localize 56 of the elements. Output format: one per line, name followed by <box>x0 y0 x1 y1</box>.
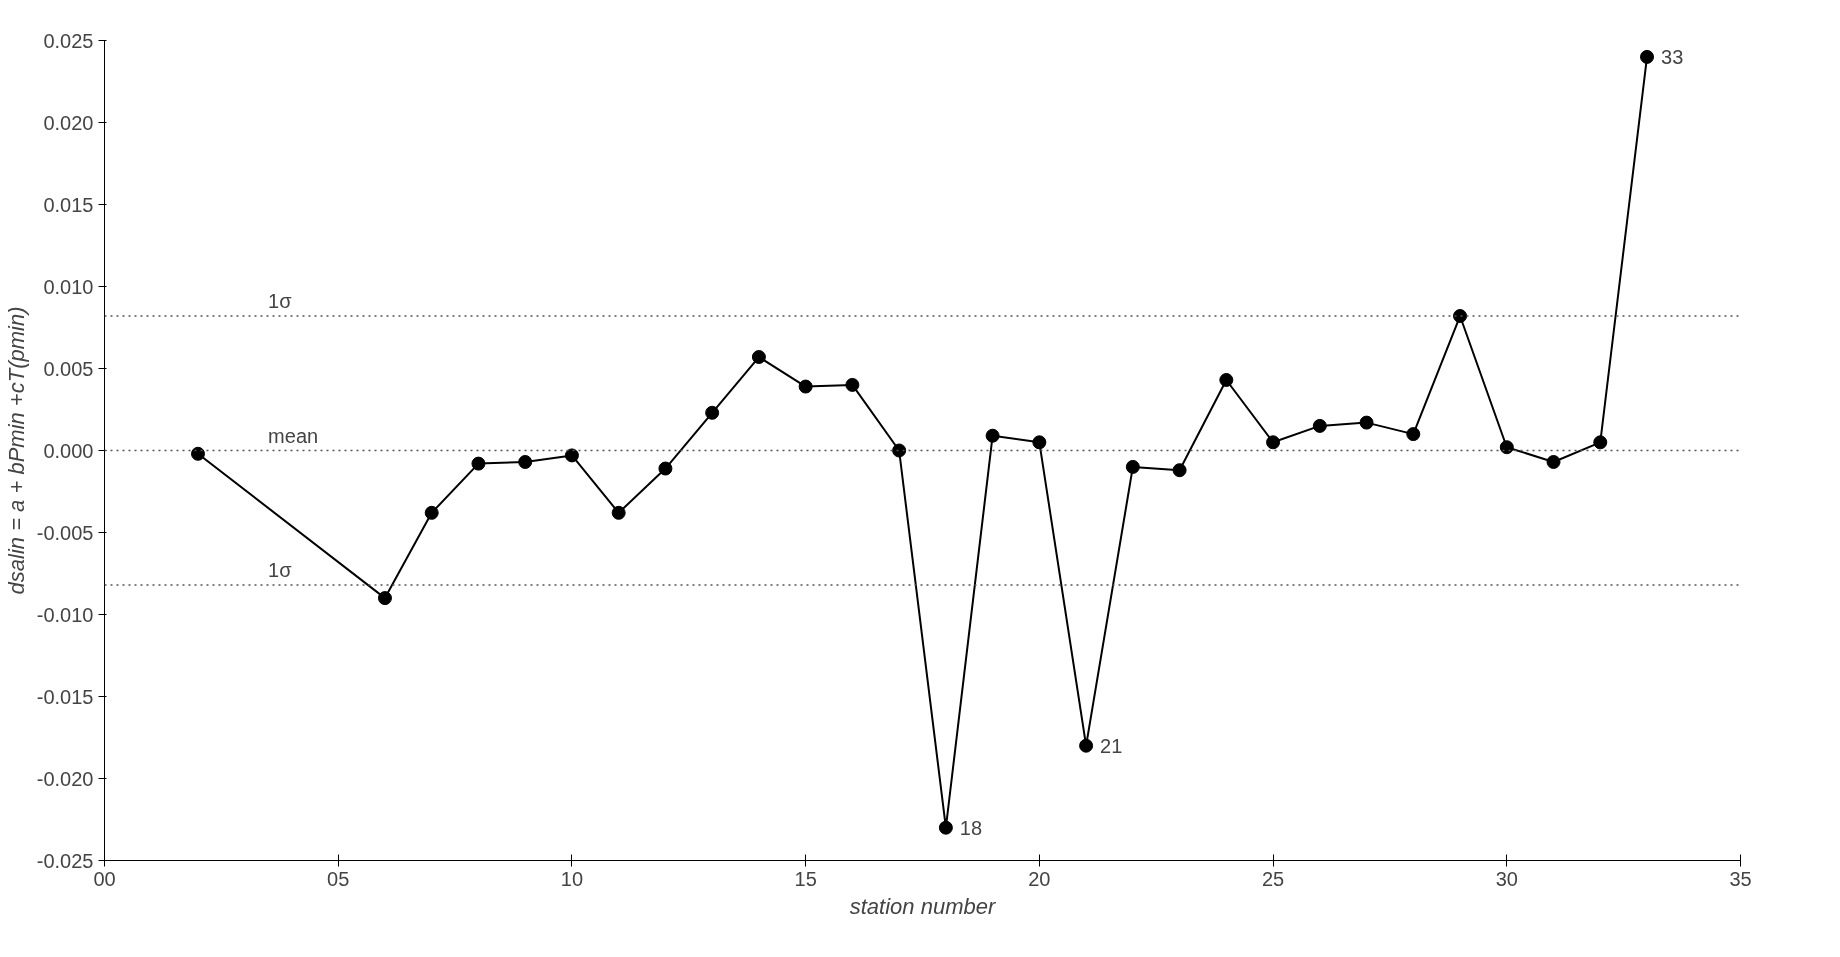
point <box>1219 372 1234 387</box>
y-tick-label: -0.020 <box>36 767 94 790</box>
point <box>611 505 626 520</box>
y-tick-label: 0.020 <box>43 111 94 134</box>
ref-line-label: 1σ <box>268 290 293 313</box>
y-tick-label: -0.010 <box>36 603 94 626</box>
point <box>1312 418 1327 433</box>
y-tick-label: -0.005 <box>36 521 94 544</box>
point <box>1032 435 1047 450</box>
point <box>892 443 907 458</box>
point <box>798 379 813 394</box>
point <box>658 461 673 476</box>
x-tick-label: 35 <box>1729 867 1752 890</box>
point <box>751 350 766 365</box>
annotation: 21 <box>1100 734 1123 757</box>
point <box>1593 435 1608 450</box>
y-tick-label: 0.015 <box>43 193 94 216</box>
point <box>1359 415 1374 430</box>
point <box>1125 459 1140 474</box>
point <box>518 454 533 469</box>
point <box>424 505 439 520</box>
point <box>471 456 486 471</box>
point <box>845 377 860 392</box>
x-tick-label: 15 <box>794 867 817 890</box>
point <box>1406 427 1421 442</box>
point <box>377 591 392 606</box>
y-tick-label: 0.005 <box>43 357 94 380</box>
x-tick-label: 10 <box>560 867 584 890</box>
x-tick-label: 30 <box>1495 867 1518 890</box>
point <box>705 405 720 420</box>
point <box>1640 49 1655 64</box>
point <box>190 446 205 461</box>
y-tick-label: -0.025 <box>36 849 94 872</box>
point <box>1079 738 1094 753</box>
point <box>1453 309 1468 324</box>
point <box>938 820 953 835</box>
x-tick-label: 20 <box>1028 867 1051 890</box>
point <box>1546 454 1561 469</box>
x-axis-title: station number <box>849 893 997 919</box>
x-tick-label: 00 <box>93 867 116 890</box>
point <box>985 428 1000 443</box>
x-tick-label: 05 <box>327 867 350 890</box>
annotation: 18 <box>959 816 983 839</box>
annotation: 33 <box>1661 45 1684 68</box>
ref-line-label: mean <box>268 424 319 447</box>
point <box>1499 440 1514 455</box>
ref-line-label: 1σ <box>268 558 293 581</box>
y-tick-label: 0.010 <box>43 275 94 298</box>
point <box>1266 435 1281 450</box>
x-tick-label: 25 <box>1261 867 1285 890</box>
point <box>1172 463 1187 478</box>
point <box>564 448 579 463</box>
y-axis-title: dsalin = a + bPmin +cT(pmin) <box>3 306 29 595</box>
y-tick-label: 0.000 <box>43 439 94 462</box>
y-tick-label: -0.015 <box>36 685 94 708</box>
y-tick-label: 0.025 <box>43 29 94 52</box>
